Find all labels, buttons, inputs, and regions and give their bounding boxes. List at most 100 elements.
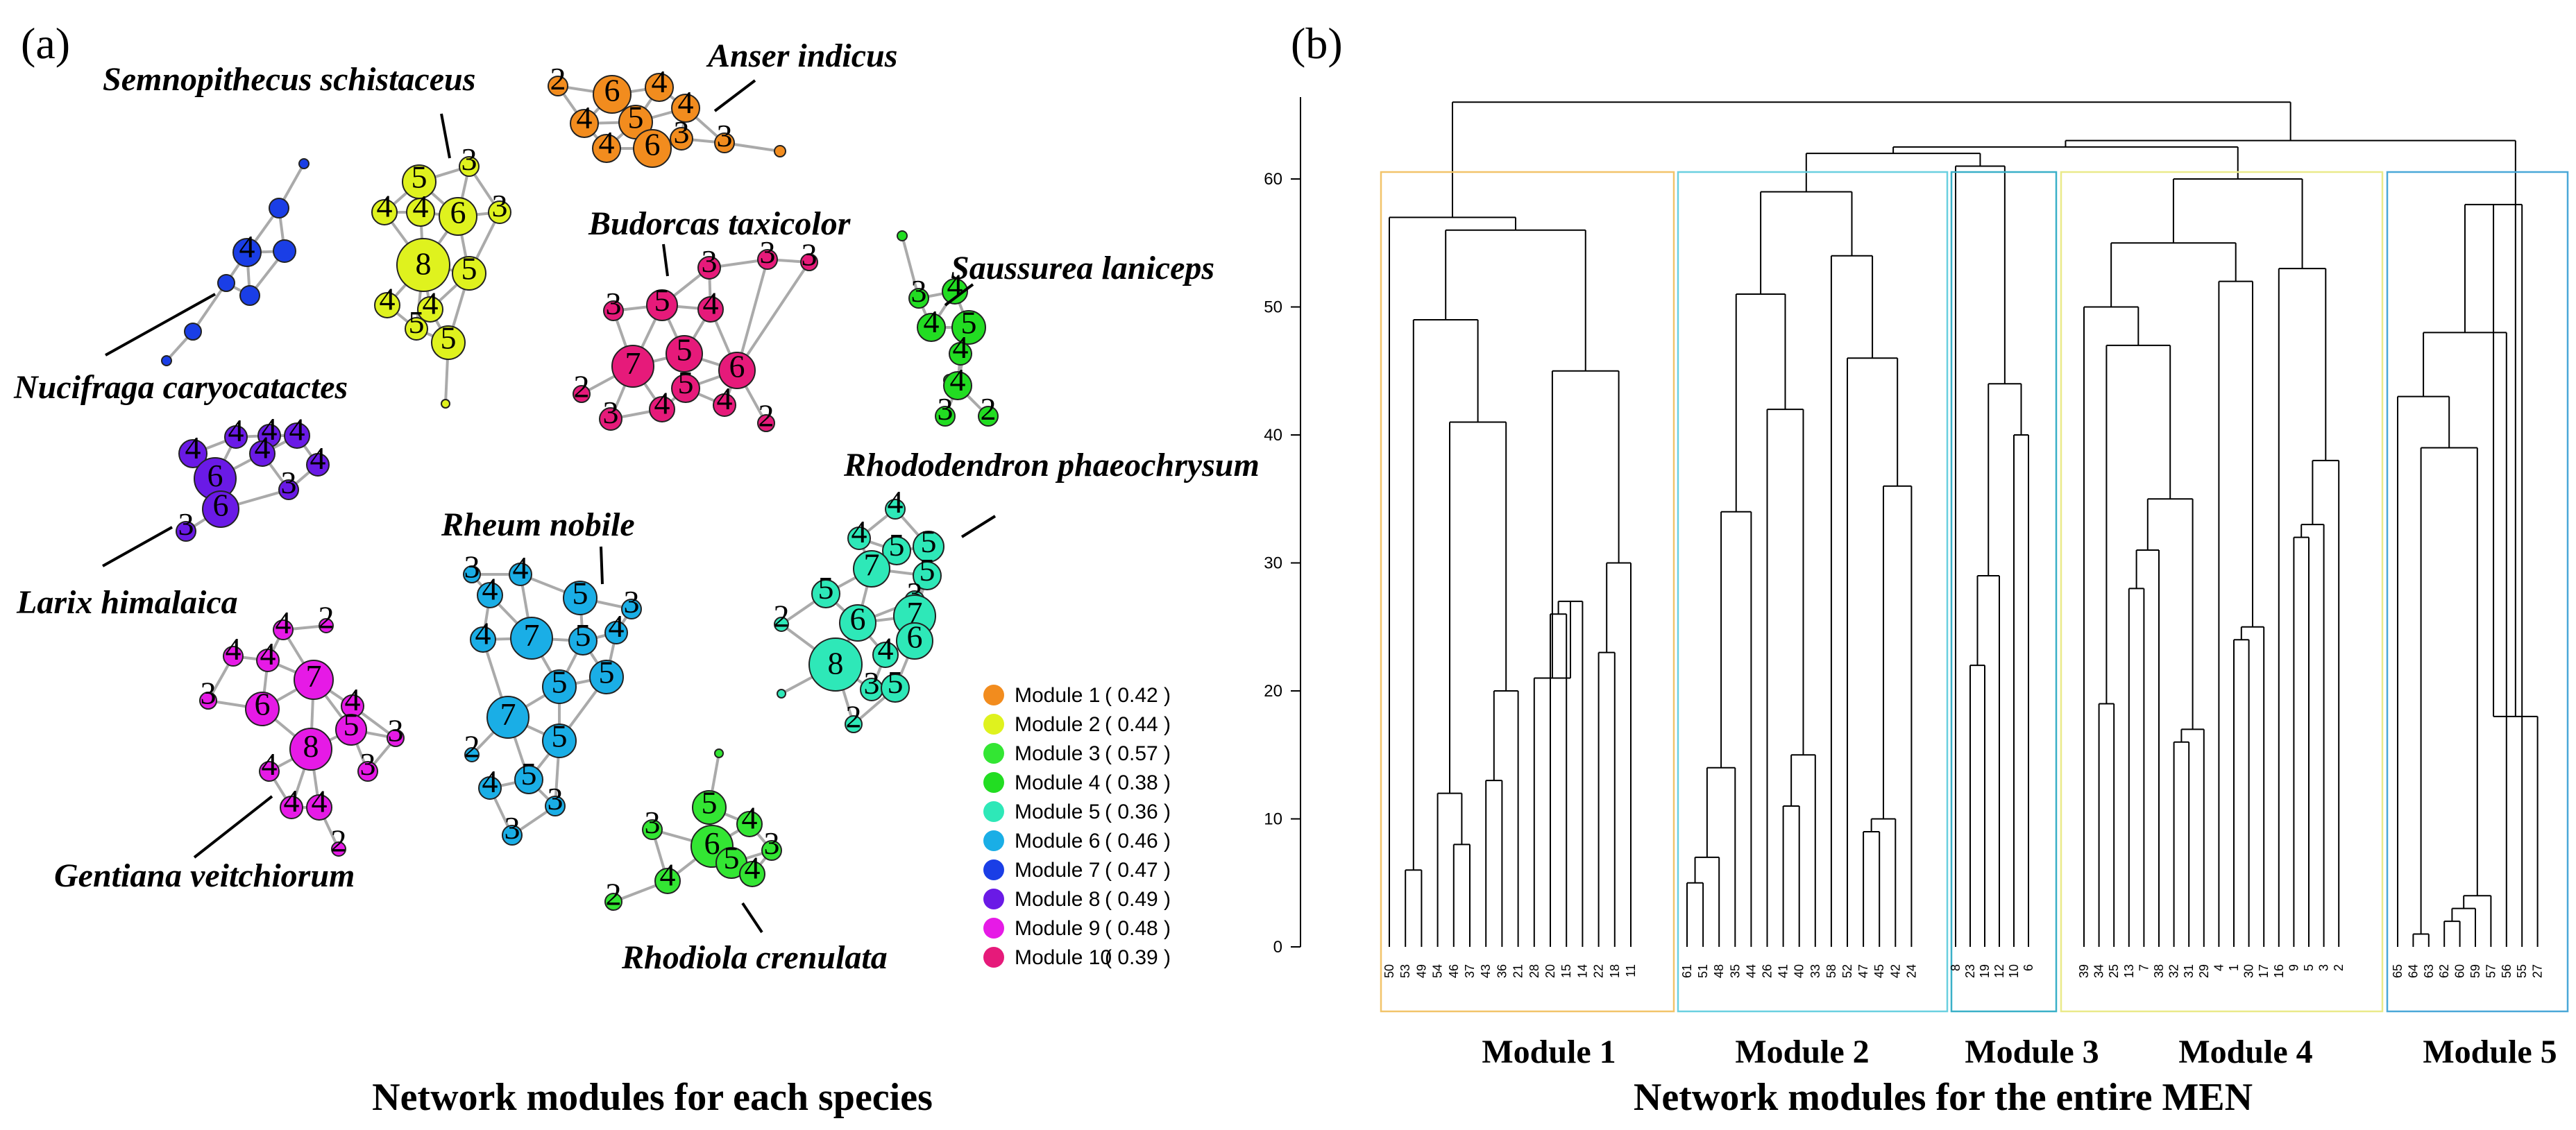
node-degree: 4 <box>577 100 593 135</box>
network-node <box>666 335 703 373</box>
node-degree: 5 <box>678 365 694 400</box>
network-node <box>331 841 346 857</box>
legend-module-name: Module 8 <box>1015 888 1100 911</box>
species-label-saussurea: Saussurea laniceps <box>951 250 1214 286</box>
network-node <box>913 561 942 590</box>
node-degree: 3 <box>624 584 640 619</box>
node-degree: 5 <box>575 617 591 653</box>
network-node <box>542 669 577 704</box>
node-degree: 4 <box>851 514 867 549</box>
network-node <box>406 198 435 227</box>
node-degree: 4 <box>284 783 300 819</box>
network-node <box>896 622 933 660</box>
node-degree: 2 <box>846 699 862 734</box>
node-degree: 5 <box>552 665 568 700</box>
leaf-label: 17 <box>2257 964 2271 978</box>
leaf-label: 6 <box>2022 964 2035 971</box>
legend-module-name: Module 5 <box>1015 801 1100 823</box>
leaf-label: 65 <box>2391 964 2405 978</box>
network-node <box>777 689 786 699</box>
leaf-label: 60 <box>2453 964 2467 978</box>
network-node <box>278 479 299 500</box>
network-node <box>463 565 481 583</box>
node-degree: 6 <box>729 348 745 384</box>
node-degree: 7 <box>864 547 880 582</box>
network-node <box>509 563 532 586</box>
leaf-label: 56 <box>2500 964 2514 978</box>
leaf-label: 38 <box>2152 964 2166 978</box>
leaf-label: 5 <box>2302 964 2316 971</box>
node-degree: 8 <box>416 246 432 282</box>
node-degree: 7 <box>306 658 322 694</box>
leaf-label: 51 <box>1696 964 1710 978</box>
network-node <box>697 256 721 280</box>
legend-module-name: Module 6 <box>1015 830 1100 853</box>
leaf-label: 16 <box>2272 964 2286 978</box>
y-tick-label: 60 <box>1264 170 1282 189</box>
network-node <box>881 674 910 703</box>
network-node <box>178 439 207 468</box>
network-node <box>405 317 428 341</box>
network-node <box>306 453 330 477</box>
node-degree: 3 <box>388 712 404 748</box>
node-degree: 6 <box>604 73 620 108</box>
node-degree: 4 <box>226 631 242 667</box>
legend-swatch <box>983 889 1004 909</box>
leaf-label: 26 <box>1761 964 1774 978</box>
node-degree: 6 <box>907 619 923 654</box>
legend-swatch <box>983 947 1004 968</box>
network-node <box>568 626 598 656</box>
network-node <box>808 637 863 692</box>
node-degree: 2 <box>319 600 334 635</box>
leaf-label: 25 <box>2107 964 2121 978</box>
node-degree: 3 <box>201 675 217 710</box>
node-degree: 5 <box>920 552 935 588</box>
network-node <box>714 132 735 153</box>
leaf-label: 11 <box>1624 964 1638 977</box>
node-degree: 3 <box>606 286 622 321</box>
network-node <box>439 197 477 236</box>
network-node <box>692 790 727 825</box>
node-degree: 4 <box>228 413 244 448</box>
network-node <box>942 278 968 305</box>
legend-item: Module 7( 0.47 ) <box>983 859 1171 882</box>
leaf-label: 50 <box>1382 964 1396 978</box>
legend-item: Module 3( 0.57 ) <box>983 742 1171 765</box>
network-node <box>232 238 262 267</box>
node-degree: 4 <box>482 571 498 606</box>
network-node <box>935 406 956 427</box>
module-label-1: Module 1 <box>1482 1034 1616 1070</box>
network-node <box>542 724 577 758</box>
leaf-label: 59 <box>2468 964 2482 978</box>
network-node <box>592 134 621 163</box>
node-degree: 4 <box>262 746 278 782</box>
network-nucifraga: 4 <box>161 158 310 366</box>
leaf-label: 33 <box>1808 964 1822 978</box>
node-degree: 5 <box>654 282 670 318</box>
network-node <box>502 825 523 846</box>
module-box <box>2060 171 2384 1013</box>
network-semnopithecus: 534 4 6 38 54 45 5 <box>371 142 511 409</box>
module-box <box>1380 171 1675 1013</box>
node-degree: 3 <box>603 395 619 430</box>
node-degree: 3 <box>764 825 780 861</box>
leaf-label: 36 <box>1495 964 1509 978</box>
network-node <box>563 581 598 615</box>
legend-modularity-value: ( 0.44 ) <box>1105 713 1171 736</box>
leaf-label: 44 <box>1744 964 1758 978</box>
network-node <box>459 156 480 177</box>
node-degree: 5 <box>889 527 905 563</box>
node-degree: 5 <box>921 524 937 559</box>
network-node <box>269 198 289 219</box>
network-node <box>176 521 196 542</box>
y-tick-label: 40 <box>1264 426 1282 445</box>
network-node <box>245 692 280 726</box>
module-boxes <box>1380 171 2569 1013</box>
network-node <box>604 621 628 644</box>
leaf-label: 7 <box>2137 964 2151 971</box>
legend-swatch <box>983 743 1004 764</box>
network-node <box>603 300 624 321</box>
node-degree: 4 <box>289 411 305 447</box>
